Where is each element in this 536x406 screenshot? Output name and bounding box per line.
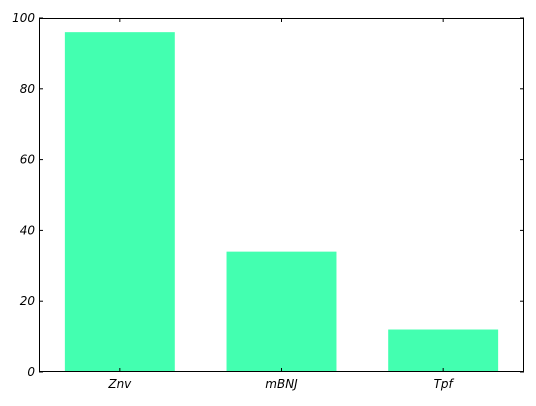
x-tick-label: mBNJ	[265, 377, 298, 391]
y-tick-label: 0	[27, 365, 35, 379]
x-tick-label: Znv	[107, 377, 132, 391]
bar-mBNJ	[226, 251, 337, 372]
plot-frame	[39, 18, 524, 372]
y-tick-label: 20	[20, 294, 36, 308]
bar-Tpf	[388, 329, 499, 372]
y-tick-label: 80	[20, 82, 36, 96]
y-tick-label: 100	[12, 11, 35, 25]
y-tick-label: 60	[20, 153, 36, 167]
y-tick-label: 40	[20, 223, 36, 237]
bar-Znv	[64, 32, 175, 372]
labels-layer: Znv mBNJ Tpf 0 20 40 60 80 100	[12, 11, 454, 391]
bars-layer	[64, 32, 499, 372]
x-tick-label: Tpf	[434, 377, 455, 391]
